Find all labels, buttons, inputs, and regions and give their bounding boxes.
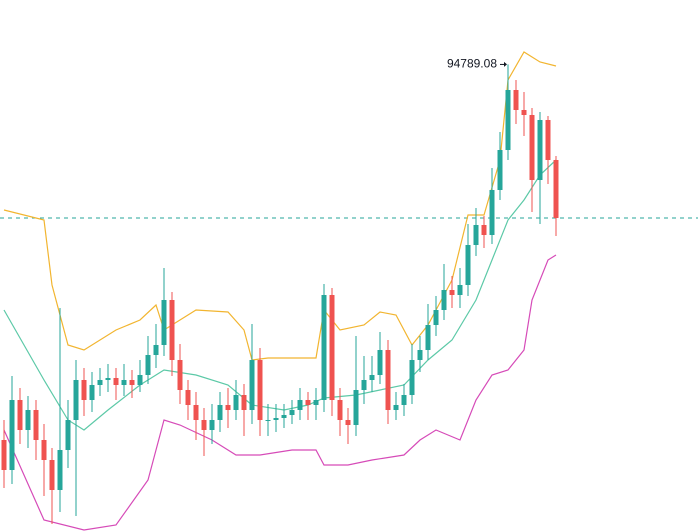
candle-body xyxy=(329,295,335,400)
candle-body xyxy=(553,160,559,218)
candle-body xyxy=(545,120,551,160)
high-price-label: 94789.08 xyxy=(447,57,497,71)
candle-body xyxy=(73,380,79,420)
candle-body xyxy=(425,325,431,350)
candle-body xyxy=(113,378,119,385)
candle-body xyxy=(129,380,135,385)
candle-body xyxy=(265,420,271,421)
candle-body xyxy=(497,150,503,190)
candle-body xyxy=(281,415,287,418)
candle-body xyxy=(321,295,327,400)
candle-body xyxy=(465,245,471,285)
candle-body xyxy=(409,360,415,395)
candle-body xyxy=(345,420,351,425)
candle-body xyxy=(1,440,7,470)
candle-body xyxy=(25,410,31,430)
high-label-arrowhead xyxy=(504,61,507,67)
candle-body xyxy=(289,410,295,415)
candle-body xyxy=(121,380,127,385)
candle-body xyxy=(145,355,151,375)
candle-body xyxy=(481,225,487,235)
candle-body xyxy=(9,400,15,470)
band-line xyxy=(3,159,557,431)
candle-body xyxy=(305,400,311,405)
annotations: 94789.08 xyxy=(447,57,507,71)
candle-body xyxy=(401,395,407,405)
candle-body xyxy=(105,378,111,380)
candle-body xyxy=(417,350,423,360)
candle-body xyxy=(529,115,535,180)
candle-body xyxy=(361,380,367,390)
candle-body xyxy=(153,345,159,355)
candle-body xyxy=(385,350,391,410)
candle-body xyxy=(505,90,511,150)
candle-body xyxy=(41,440,47,460)
candle-body xyxy=(185,390,191,405)
candle-body xyxy=(473,225,479,245)
band-line xyxy=(3,51,557,361)
candle-body xyxy=(65,420,71,450)
candle-body xyxy=(369,375,375,380)
candle-body xyxy=(489,190,495,235)
candle-body xyxy=(513,90,519,110)
candle-body xyxy=(441,290,447,310)
candle-body xyxy=(97,380,103,385)
candle-body xyxy=(249,360,255,410)
candle-body xyxy=(377,350,383,375)
candle-body xyxy=(297,400,303,410)
candle-body xyxy=(217,405,223,420)
candle-body xyxy=(81,380,87,400)
candle-body xyxy=(57,450,63,490)
candle-body xyxy=(169,300,175,360)
candle-body xyxy=(257,360,263,420)
candle-body xyxy=(537,120,543,180)
candle-body xyxy=(193,405,199,420)
band-line xyxy=(3,254,557,531)
candle-body xyxy=(209,420,215,430)
candles xyxy=(1,64,559,524)
candle-body xyxy=(137,375,143,385)
candle-body xyxy=(433,310,439,325)
candle-body xyxy=(457,285,463,295)
candle-body xyxy=(449,290,455,295)
bollinger-bands xyxy=(0,51,698,531)
candle-body xyxy=(393,405,399,410)
candle-body xyxy=(273,418,279,420)
candle-body xyxy=(49,460,55,490)
candle-body xyxy=(89,385,95,400)
candle-body xyxy=(353,390,359,425)
candle-body xyxy=(225,405,231,410)
candle-body xyxy=(313,400,319,405)
candle-body xyxy=(17,400,23,430)
candle-body xyxy=(161,300,167,345)
candle-body xyxy=(33,410,39,440)
candle-body xyxy=(177,360,183,390)
candle-body xyxy=(337,400,343,420)
candle-body xyxy=(233,395,239,410)
candle-body xyxy=(201,420,207,430)
candle-body xyxy=(521,110,527,115)
candle-body xyxy=(241,395,247,410)
